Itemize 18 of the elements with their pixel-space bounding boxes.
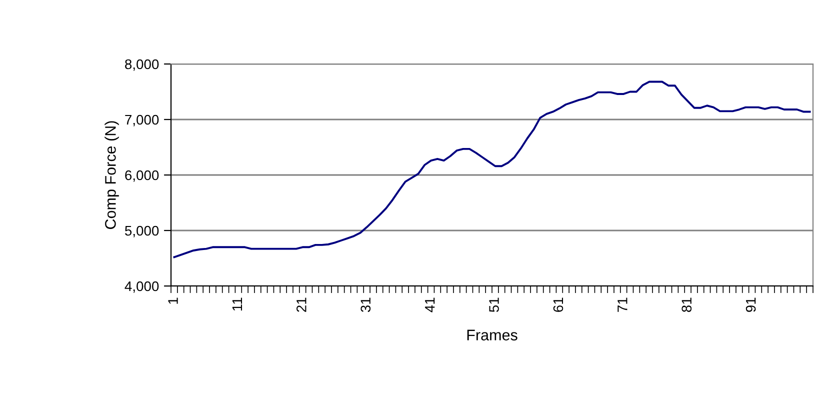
x-axis-title: Frames <box>467 330 518 340</box>
line-series <box>173 80 811 258</box>
x-tick-label: 81 <box>682 298 692 312</box>
x-tick-label: 31 <box>360 298 371 312</box>
y-tick-label: 8,000 <box>125 59 159 71</box>
y-tick-label: 5,000 <box>124 226 159 238</box>
y-tick-label: 6,000 <box>125 170 159 182</box>
x-tick-label: 41 <box>425 298 435 312</box>
x-tick-label: 51 <box>489 298 499 312</box>
x-tick-label: 61 <box>553 298 564 312</box>
x-tick-label: 1 <box>168 298 178 304</box>
x-tick-label: 21 <box>296 298 306 312</box>
x-tick-label: 91 <box>746 298 756 312</box>
y-tick-label: 4,000 <box>124 281 159 293</box>
y-axis-title: Comp Force (N) <box>104 121 119 229</box>
x-tick-label: 71 <box>618 298 628 312</box>
x-tick-label: 11 <box>232 298 242 310</box>
y-tick-label: 7,000 <box>125 114 159 126</box>
